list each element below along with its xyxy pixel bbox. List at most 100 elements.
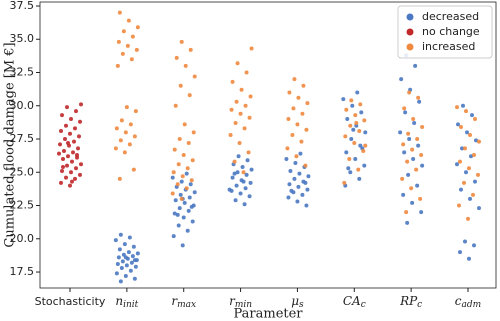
point — [75, 152, 79, 157]
point — [60, 113, 64, 118]
point — [77, 134, 81, 139]
point — [344, 107, 349, 112]
point — [122, 150, 127, 155]
point — [180, 243, 185, 248]
point — [120, 51, 125, 56]
point — [248, 180, 253, 185]
point — [284, 156, 289, 161]
legend-marker — [406, 43, 414, 51]
point — [131, 167, 136, 172]
point — [238, 191, 243, 196]
point — [134, 47, 139, 52]
point — [128, 122, 133, 127]
point — [184, 186, 189, 191]
point — [417, 99, 422, 104]
point — [474, 138, 478, 143]
point — [405, 220, 410, 225]
point — [187, 93, 192, 98]
point — [64, 175, 68, 180]
point — [64, 123, 68, 128]
point — [116, 255, 121, 260]
point — [407, 90, 412, 95]
point — [305, 101, 310, 106]
point — [173, 198, 178, 203]
x-tick-label-sub: c — [361, 300, 366, 310]
point — [293, 160, 298, 165]
point — [69, 170, 73, 175]
point — [303, 163, 308, 168]
x-tick-label: CAc — [343, 294, 366, 310]
point — [117, 176, 122, 181]
point — [301, 83, 306, 88]
point — [287, 90, 292, 95]
point — [363, 143, 368, 148]
point — [347, 156, 352, 161]
point — [240, 164, 245, 169]
point — [177, 206, 182, 211]
point — [249, 167, 254, 172]
point — [131, 244, 136, 249]
y-tick-label: 22.5 — [10, 199, 35, 212]
point — [246, 150, 251, 155]
point — [170, 175, 175, 180]
point — [234, 183, 239, 188]
point — [178, 192, 183, 197]
point — [297, 171, 302, 176]
point — [241, 179, 246, 184]
point — [119, 266, 124, 271]
point — [285, 146, 290, 151]
point — [173, 103, 178, 108]
point — [58, 142, 62, 147]
point — [118, 279, 123, 284]
y-tick-label: 17.5 — [10, 265, 35, 278]
point — [241, 170, 246, 175]
point — [130, 34, 135, 39]
point — [473, 179, 477, 184]
point — [343, 134, 348, 139]
point — [121, 29, 126, 34]
point — [76, 146, 80, 151]
point — [248, 94, 253, 99]
point — [358, 102, 363, 107]
point — [420, 125, 425, 130]
point — [357, 129, 362, 134]
point — [305, 187, 310, 192]
point — [349, 98, 354, 103]
point — [132, 134, 137, 139]
point — [115, 63, 120, 68]
point — [467, 166, 471, 171]
point — [72, 139, 76, 144]
x-tick-label-sub: s — [299, 300, 304, 310]
point — [187, 195, 192, 200]
point — [60, 168, 64, 173]
point — [341, 97, 346, 102]
y-tick-label: 27.5 — [10, 132, 35, 145]
point — [232, 171, 237, 176]
point — [398, 130, 403, 135]
point — [73, 126, 77, 131]
point — [79, 162, 83, 167]
point — [420, 163, 425, 168]
point — [304, 203, 309, 208]
point — [288, 168, 293, 173]
point — [236, 154, 241, 159]
point — [135, 25, 140, 30]
point — [189, 204, 194, 209]
point — [78, 119, 82, 124]
point — [472, 152, 476, 157]
point — [361, 148, 366, 153]
point — [416, 95, 421, 100]
point — [296, 184, 301, 189]
point — [130, 254, 135, 259]
point — [296, 95, 301, 100]
point — [462, 180, 466, 185]
point — [73, 176, 77, 181]
plot-frame — [39, 1, 497, 289]
point — [292, 176, 297, 181]
point — [123, 255, 128, 260]
x-axis-label: Parameter — [233, 307, 303, 321]
point — [179, 179, 184, 184]
point — [465, 130, 469, 135]
point — [342, 180, 347, 185]
